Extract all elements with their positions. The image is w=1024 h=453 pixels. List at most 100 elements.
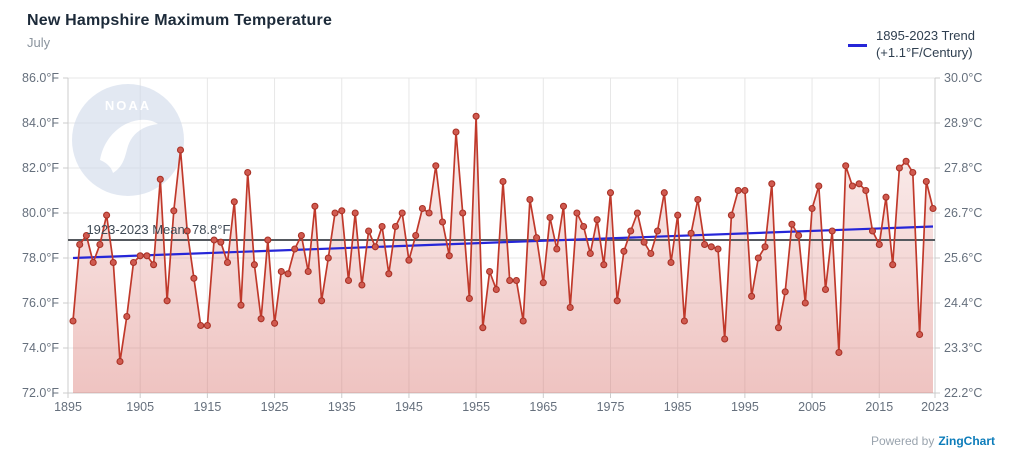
data-point-marker[interactable]	[694, 195, 702, 204]
data-point-marker[interactable]	[707, 243, 715, 251]
data-point-marker[interactable]	[123, 312, 131, 321]
data-point-marker[interactable]	[600, 261, 608, 269]
data-point-marker[interactable]	[512, 276, 520, 285]
data-point-marker[interactable]	[868, 227, 877, 235]
data-point-marker[interactable]	[223, 258, 232, 267]
data-point-marker[interactable]	[929, 204, 937, 213]
data-point-marker[interactable]	[862, 186, 870, 195]
data-point-marker[interactable]	[398, 209, 406, 217]
data-point-marker[interactable]	[606, 189, 615, 197]
data-point-marker[interactable]	[533, 234, 541, 242]
data-point-marker[interactable]	[680, 317, 688, 325]
data-point-marker[interactable]	[284, 270, 292, 278]
data-point-marker[interactable]	[875, 240, 883, 249]
data-point-marker[interactable]	[479, 324, 487, 332]
data-point-marker[interactable]	[143, 252, 151, 260]
data-point-marker[interactable]	[237, 301, 245, 309]
data-point-marker[interactable]	[855, 180, 863, 188]
data-point-marker[interactable]	[344, 276, 353, 285]
data-point-marker[interactable]	[438, 218, 447, 226]
data-point-marker[interactable]	[116, 357, 124, 366]
data-point-marker[interactable]	[183, 227, 191, 235]
data-point-marker[interactable]	[727, 211, 735, 219]
data-point-marker[interactable]	[754, 254, 762, 262]
data-point-marker[interactable]	[365, 227, 373, 235]
data-point-marker[interactable]	[103, 211, 111, 219]
data-point-marker[interactable]	[701, 240, 709, 249]
data-point-marker[interactable]	[197, 321, 205, 330]
data-point-marker[interactable]	[640, 238, 648, 246]
data-point-marker[interactable]	[553, 245, 561, 253]
data-point-marker[interactable]	[291, 245, 299, 253]
data-point-marker[interactable]	[546, 213, 554, 222]
data-point-marker[interactable]	[748, 292, 756, 300]
data-point-marker[interactable]	[761, 243, 769, 251]
data-point-marker[interactable]	[324, 254, 332, 262]
legend-item-trend[interactable]: 1895-2023 Trend (+1.1°F/Century)	[847, 27, 975, 61]
data-point-marker[interactable]	[109, 258, 117, 267]
data-point-marker[interactable]	[801, 299, 809, 307]
data-point-marker[interactable]	[667, 258, 675, 267]
data-point-marker[interactable]	[492, 285, 500, 294]
data-point-marker[interactable]	[257, 315, 265, 323]
data-point-marker[interactable]	[835, 348, 843, 357]
data-point-marker[interactable]	[909, 168, 917, 177]
data-point-marker[interactable]	[828, 227, 836, 235]
data-point-marker[interactable]	[499, 177, 507, 186]
data-point-marker[interactable]	[412, 231, 420, 240]
data-point-marker[interactable]	[425, 209, 433, 217]
data-point-marker[interactable]	[674, 211, 682, 219]
data-point-marker[interactable]	[714, 245, 722, 253]
data-point-marker[interactable]	[264, 236, 272, 244]
data-point-marker[interactable]	[895, 164, 903, 172]
data-point-marker[interactable]	[882, 193, 890, 201]
data-point-marker[interactable]	[842, 162, 850, 170]
data-point-marker[interactable]	[76, 240, 84, 249]
data-point-marker[interactable]	[539, 279, 547, 287]
data-point-marker[interactable]	[210, 236, 218, 244]
data-point-marker[interactable]	[277, 267, 285, 276]
data-point-marker[interactable]	[230, 198, 238, 206]
data-point-marker[interactable]	[452, 128, 460, 136]
data-point-marker[interactable]	[351, 209, 359, 217]
data-point-marker[interactable]	[176, 146, 185, 154]
data-point-marker[interactable]	[190, 274, 198, 282]
data-point-marker[interactable]	[660, 189, 668, 197]
data-point-marker[interactable]	[203, 321, 211, 330]
data-point-marker[interactable]	[96, 240, 104, 249]
data-point-marker[interactable]	[250, 261, 258, 269]
data-point-marker[interactable]	[815, 182, 823, 190]
data-point-marker[interactable]	[559, 202, 568, 210]
data-point-marker[interactable]	[774, 324, 783, 332]
data-point-marker[interactable]	[721, 335, 729, 343]
data-point-marker[interactable]	[781, 288, 789, 296]
data-point-marker[interactable]	[916, 330, 924, 339]
data-point-marker[interactable]	[620, 247, 628, 255]
data-point-marker[interactable]	[163, 297, 171, 305]
data-point-marker[interactable]	[741, 186, 749, 195]
data-point-marker[interactable]	[821, 285, 830, 294]
data-point-marker[interactable]	[318, 297, 326, 305]
data-point-marker[interactable]	[902, 157, 910, 165]
data-point-marker[interactable]	[69, 317, 77, 325]
data-point-marker[interactable]	[472, 112, 480, 120]
data-point-marker[interactable]	[687, 229, 695, 237]
data-point-marker[interactable]	[788, 220, 796, 228]
data-point-marker[interactable]	[445, 252, 453, 260]
data-point-marker[interactable]	[129, 258, 138, 267]
data-point-marker[interactable]	[593, 216, 601, 224]
data-point-marker[interactable]	[405, 256, 413, 264]
data-point-marker[interactable]	[311, 202, 319, 210]
data-point-marker[interactable]	[432, 162, 440, 170]
data-point-marker[interactable]	[378, 222, 386, 231]
data-point-marker[interactable]	[391, 222, 400, 231]
data-point-marker[interactable]	[465, 294, 473, 303]
data-point-marker[interactable]	[586, 249, 594, 258]
data-point-marker[interactable]	[653, 227, 662, 235]
data-point-marker[interactable]	[385, 270, 393, 278]
data-point-marker[interactable]	[519, 317, 527, 325]
data-point-marker[interactable]	[627, 227, 635, 235]
data-point-marker[interactable]	[734, 186, 742, 195]
data-point-marker[interactable]	[82, 231, 90, 240]
data-point-marker[interactable]	[795, 231, 803, 240]
